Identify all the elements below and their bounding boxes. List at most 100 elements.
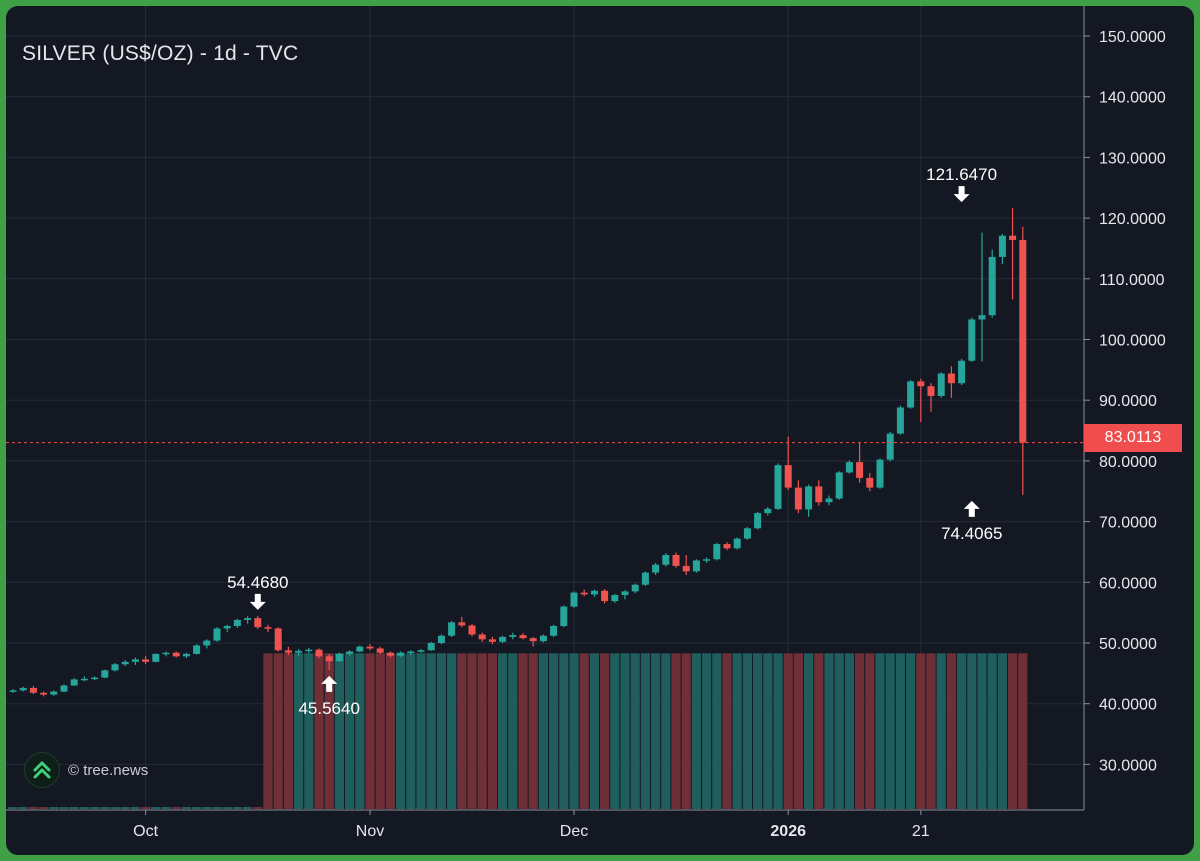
candle <box>825 495 833 506</box>
candle-body <box>641 572 649 585</box>
candle <box>958 358 966 386</box>
volume-bar <box>1008 653 1018 809</box>
candle <box>866 473 874 492</box>
candle-body <box>886 433 894 460</box>
candle <box>764 507 772 516</box>
time-axis[interactable]: Oct Nov Dec 2026 21 <box>6 809 1084 840</box>
price-axis[interactable]: 150.0000 140.0000 130.0000 120.0000 110.0000… <box>1083 6 1166 810</box>
volume-bar <box>814 653 824 809</box>
volume-bar <box>487 653 497 809</box>
arrow-up-icon <box>321 675 338 692</box>
candle <box>468 624 476 637</box>
candle <box>570 591 578 608</box>
volume-bar <box>895 653 905 809</box>
candle-body <box>417 650 425 652</box>
arrow-down-icon <box>249 593 266 610</box>
volume-bar <box>436 653 446 809</box>
volume-bar <box>569 653 579 809</box>
price-tick-label: 130.0000 <box>1099 150 1166 167</box>
volume-bar <box>804 653 814 809</box>
price-annotation: 121.6470 <box>926 165 997 203</box>
candle-body <box>437 635 445 643</box>
volume-bar <box>263 653 273 809</box>
volume-bar <box>273 653 283 809</box>
candle-body <box>978 315 986 320</box>
candle <box>601 588 609 604</box>
candle <box>733 537 741 550</box>
candle <box>9 689 17 693</box>
annotation-label: 54.4680 <box>227 573 288 592</box>
candle <box>121 659 129 667</box>
volume-bar <box>151 807 161 809</box>
candle <box>927 383 935 412</box>
candle <box>284 646 292 656</box>
volume-bar <box>79 807 89 809</box>
candle-body <box>1019 239 1027 443</box>
chart-panel: 150.0000 140.0000 130.0000 120.0000 110.0000… <box>6 6 1194 855</box>
candle-body <box>244 618 252 620</box>
candle <box>203 639 211 649</box>
arrow-up-icon <box>963 500 980 517</box>
candle-body <box>601 590 609 602</box>
candle <box>233 618 241 628</box>
candle-body <box>91 677 99 680</box>
candle <box>682 554 690 576</box>
candle <box>325 653 333 670</box>
volume-bar <box>171 807 181 809</box>
candle <box>427 641 435 651</box>
candle <box>590 589 598 597</box>
volume-bar <box>732 653 742 809</box>
candle-body <box>835 472 843 499</box>
price-annotation: 54.4680 <box>227 573 289 610</box>
candle-body <box>366 646 374 649</box>
candle <box>876 458 884 489</box>
candle-body <box>805 486 813 510</box>
candle <box>254 615 262 630</box>
volume-bar <box>202 807 212 809</box>
volume-bar <box>681 653 691 809</box>
candle-body <box>284 650 292 653</box>
candle <box>366 644 374 651</box>
candle-body <box>988 256 996 316</box>
candle-body <box>866 477 874 488</box>
volume-bar <box>314 653 324 809</box>
candle-body <box>70 679 78 686</box>
candle-body <box>315 649 323 657</box>
candle <box>1009 208 1017 300</box>
candle <box>182 652 190 659</box>
candle-body <box>121 661 129 665</box>
candle-body <box>550 626 558 636</box>
candlestick-chart[interactable]: 150.0000 140.0000 130.0000 120.0000 110.0000… <box>6 6 1194 855</box>
candle-body <box>142 659 150 662</box>
candle <box>947 366 955 398</box>
candle-body <box>50 691 58 695</box>
volume-bar <box>600 653 610 809</box>
volume-bar <box>753 653 763 809</box>
price-tick-label: 120.0000 <box>1099 211 1166 228</box>
volume-bar <box>181 807 191 809</box>
candle-body <box>662 554 670 565</box>
annotation-label: 45.5640 <box>298 699 359 718</box>
candle-body <box>203 640 211 646</box>
candle <box>509 632 517 640</box>
candle <box>917 378 925 423</box>
volume-bar <box>28 807 38 809</box>
volume-bar <box>212 807 222 809</box>
volume-bar <box>661 653 671 809</box>
candle-body <box>356 646 364 652</box>
volume-bar <box>559 653 569 809</box>
candle <box>60 684 68 693</box>
volume-bar <box>885 653 895 809</box>
candle <box>621 590 629 600</box>
volume-bar <box>640 653 650 809</box>
candle-body <box>764 508 772 514</box>
time-tick-label: Dec <box>560 823 588 840</box>
candle-body <box>80 678 88 681</box>
annotation-label: 121.6470 <box>926 165 997 184</box>
candle <box>274 627 282 652</box>
volume-bar <box>967 653 977 809</box>
volume-bar <box>232 807 242 809</box>
volume-bar <box>916 653 926 809</box>
volume-bar <box>283 653 293 809</box>
candle-body <box>325 656 333 662</box>
